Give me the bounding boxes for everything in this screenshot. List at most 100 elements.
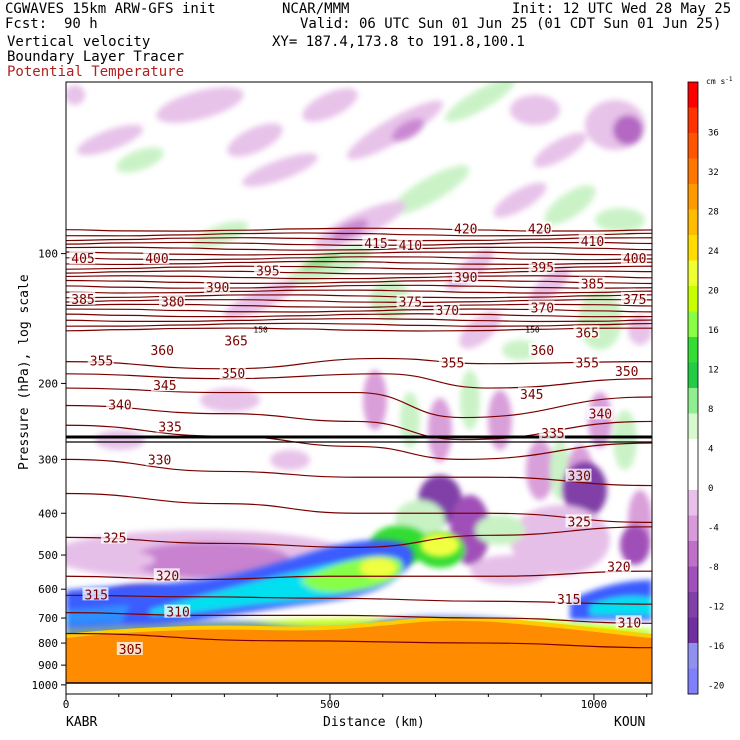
colorbar-swatch [688,566,698,593]
theta-contour [66,294,652,299]
theta-label-bg [203,279,230,293]
theta-label: 395 [256,264,279,279]
theta-label-bg [554,592,581,606]
colorbar-label: -12 [708,602,724,612]
colorbar-label: -20 [708,681,724,691]
theta-label-bg [565,468,592,482]
theta-label-bg [452,270,479,284]
theta-label: 410 [399,239,422,254]
theta-label-bg [565,514,592,528]
theta-label-bg [578,234,605,248]
valid-time: Valid: 06 UTC Sun 01 Jun 25 (01 CDT Sun … [300,16,722,32]
theta-label: 340 [108,398,131,413]
colorbar-swatch [688,592,698,618]
colorbar-label: 32 [708,168,719,178]
colorbar-swatch [688,490,698,516]
colorbar-swatch [688,158,698,185]
theta-contour [66,327,652,332]
theta-contour [66,298,652,304]
tropopause-label: 150 [525,326,540,335]
theta-label: 360 [531,344,554,359]
theta-contour [66,246,652,251]
colorbar-swatch [688,541,698,567]
model-title: CGWAVES 15km ARW-GFS init [5,1,216,17]
theta-label-bg [615,615,642,629]
theta-label: 315 [84,588,107,603]
y-tick-label: 700 [38,612,58,625]
theta-label-bg [69,291,96,305]
colorbar-swatch [688,643,698,669]
cross-section-endpoints: XY= 187.4,173.8 to 191.8,100.1 [272,34,525,50]
colorbar-swatch [688,209,698,236]
theta-label: 320 [156,569,179,584]
theta-label-bg [620,251,647,265]
theta-contour [66,279,652,285]
theta-label: 365 [224,335,247,350]
theta-contour [66,241,652,247]
colorbar-swatch [688,515,698,542]
colorbar-label: 28 [708,207,719,217]
colorbar-label: 12 [708,365,719,375]
theta-label-bg [573,355,600,369]
theta-label: 345 [153,379,176,394]
theta-contour [66,373,652,389]
theta-label-bg [151,378,178,392]
theta-label: 420 [528,223,551,238]
theta-label: 420 [454,223,477,238]
theta-label-bg [69,251,96,265]
y-tick-label: 400 [38,507,58,520]
colorbar-label: -8 [708,563,719,573]
tropopause-labels: 150 150 [253,326,540,335]
theta-contour [66,594,652,605]
theta-label-bg [362,236,389,250]
colorbar-swatch [688,439,698,465]
theta-label: 355 [575,357,598,372]
x-tick-label: 500 [320,698,340,711]
theta-label-bg [578,276,605,290]
theta-contour [66,227,652,232]
plot-frame [65,81,653,695]
colorbar-label: 36 [708,128,719,138]
theta-label: 370 [531,301,554,316]
colorbar-swatch [688,107,698,134]
x-tick-label: 1000 [581,698,608,711]
theta-contour [66,308,652,313]
theta-label-bg [528,342,555,356]
potential-temperature-contours [66,227,652,649]
theta-label: 375 [399,296,422,311]
theta-label: 370 [436,304,459,319]
theta-label: 330 [148,454,171,469]
theta-label-bg [396,294,423,308]
y-axis-label: Pressure (hPa), log scale [17,274,32,470]
theta-label-bg [438,355,465,369]
theta-label: 405 [71,252,94,267]
theta-label-bg [222,333,249,347]
vertical-velocity-shading [66,82,652,683]
field-vertical-velocity: Vertical velocity [7,34,151,50]
theta-contour [66,492,652,523]
colorbar-label: 16 [708,326,719,336]
theta-label-bg [528,300,555,314]
theta-label: 335 [158,420,181,435]
colorbar-swatch [688,464,698,491]
theta-label-bg [254,263,281,277]
theta-contour [66,303,652,308]
colorbar-label: 4 [708,444,713,454]
theta-contour [66,322,652,327]
theta-contour [66,317,652,323]
theta-label: 310 [618,616,641,631]
theta-label-bg [148,342,175,356]
theta-label-bg [82,587,109,601]
theta-label: 410 [581,235,604,250]
theta-label-bg [219,365,246,379]
theta-contour [66,424,652,460]
theta-label: 380 [161,296,184,311]
y-tick-label: 600 [38,583,58,596]
theta-label-bg [528,260,555,274]
theta-contour [66,387,652,419]
theta-label-bg [159,294,186,308]
theta-label-bg [539,426,566,440]
theta-label-bg [156,419,183,433]
right-station-label: KOUN [614,715,645,730]
y-axis: 100 200 300 400 500 600 700 800 900 1000 [32,248,66,692]
